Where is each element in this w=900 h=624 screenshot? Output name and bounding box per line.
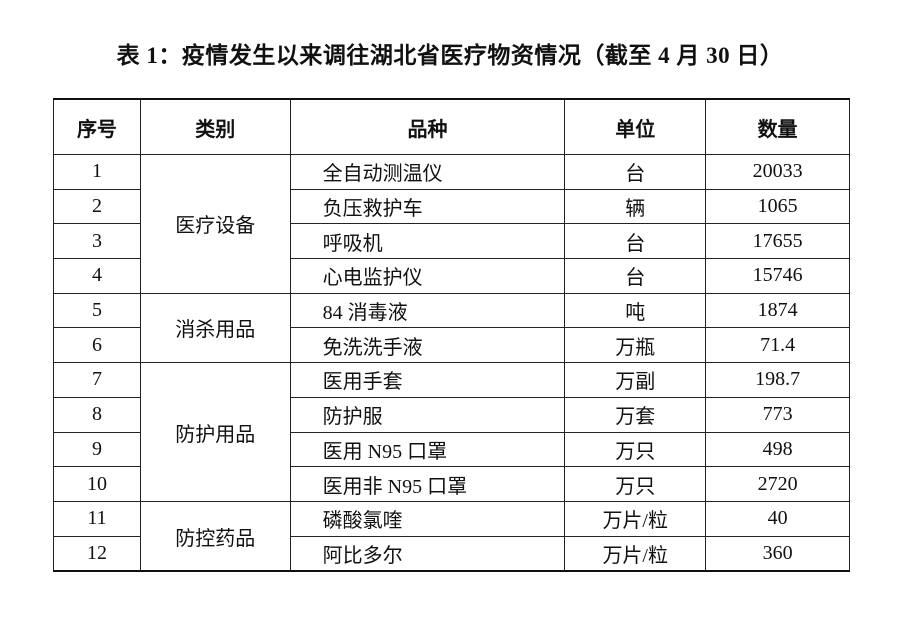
header-item: 品种	[289, 98, 566, 155]
quantity: 198.7	[705, 362, 850, 398]
quantity: 1065	[705, 188, 850, 225]
item-name: 磷酸氯喹	[289, 500, 566, 537]
item-name: 医用 N95 口罩	[289, 431, 566, 468]
table-row: 7 防护用品 医用手套 万副 198.7	[53, 362, 850, 502]
table-row: 5 消杀用品 84 消毒液吨 1874	[53, 292, 850, 364]
unit: 万片/粒	[564, 535, 707, 572]
unit: 台	[564, 154, 707, 190]
item-name: 呼吸机	[289, 223, 566, 260]
header-quantity: 数量	[705, 98, 850, 155]
quantity: 71.4	[705, 327, 850, 364]
row-number: 5	[53, 292, 141, 329]
category-cell: 防护用品	[139, 362, 291, 502]
table-row: 4 心电监护仪台 15746	[53, 258, 850, 294]
quantity: 1874	[705, 292, 850, 329]
table-title: 表 1：疫情发生以来调往湖北省医疗物资情况（截至 4 月 30 日）	[116, 43, 784, 68]
row-number: 1	[53, 154, 141, 190]
row-number: 12	[53, 535, 141, 572]
table-row: 3 呼吸机台 17655	[53, 223, 850, 260]
unit: 万套	[564, 396, 707, 433]
row-number: 2	[53, 188, 141, 225]
item-name: 医用手套	[289, 362, 566, 398]
row-number: 8	[53, 396, 141, 433]
item-name: 全自动测温仪	[289, 154, 566, 190]
unit: 万只	[564, 431, 707, 468]
unit: 万瓶	[564, 327, 707, 364]
row-number: 10	[53, 466, 141, 502]
item-name: 防护服	[289, 396, 566, 433]
header-no: 序号	[53, 98, 141, 155]
quantity: 360	[705, 535, 850, 572]
quantity: 2720	[705, 466, 850, 502]
unit: 辆	[564, 188, 707, 225]
header-row: 序号 类别 品种 单位 数量	[53, 98, 850, 155]
row-number: 6	[53, 327, 141, 364]
item-name: 免洗洗手液	[289, 327, 566, 364]
quantity: 40	[705, 500, 850, 537]
row-number: 3	[53, 223, 141, 260]
category-cell: 医疗设备	[139, 154, 291, 294]
row-number: 4	[53, 258, 141, 294]
item-name: 84 消毒液	[289, 292, 566, 329]
quantity: 498	[705, 431, 850, 468]
item-name: 负压救护车	[289, 188, 566, 225]
unit: 万副	[564, 362, 707, 398]
unit: 吨	[564, 292, 707, 329]
item-name: 医用非 N95 口罩	[289, 466, 566, 502]
table-row: 12 阿比多尔 万片/粒 360	[53, 535, 850, 572]
unit: 万只	[564, 466, 707, 502]
item-name: 阿比多尔	[289, 535, 566, 572]
medical-supplies-table: 序号 类别 品种 单位 数量 1 医疗设备 全自动测温仪台 20033 2 负压救护车辆 1065 3…	[53, 98, 850, 573]
quantity: 773	[705, 396, 850, 433]
category-cell: 消杀用品	[139, 292, 291, 364]
quantity: 17655	[705, 223, 850, 260]
row-number: 11	[53, 500, 141, 537]
unit: 台	[564, 258, 707, 294]
item-name: 心电监护仪	[289, 258, 566, 294]
table-row: 10 医用非 N95 口罩 万只 2720	[53, 466, 850, 502]
header-unit: 单位	[564, 98, 707, 155]
unit: 台	[564, 223, 707, 260]
table-row: 11 防控药品 磷酸氯喹 万片/粒 40	[53, 500, 850, 572]
table-row: 9 医用 N95 口罩 万只 498	[53, 431, 850, 468]
table-row: 8 防护服 万套 773	[53, 396, 850, 433]
header-category: 类别	[139, 98, 291, 155]
quantity: 15746	[705, 258, 850, 294]
table-row: 1 医疗设备 全自动测温仪台 20033	[53, 154, 850, 294]
unit: 万片/粒	[564, 500, 707, 537]
row-number: 9	[53, 431, 141, 468]
quantity: 20033	[705, 154, 850, 190]
row-number: 7	[53, 362, 141, 398]
table-row: 6 免洗洗手液 万瓶 71.4	[53, 327, 850, 364]
category-cell: 防控药品	[139, 500, 291, 572]
